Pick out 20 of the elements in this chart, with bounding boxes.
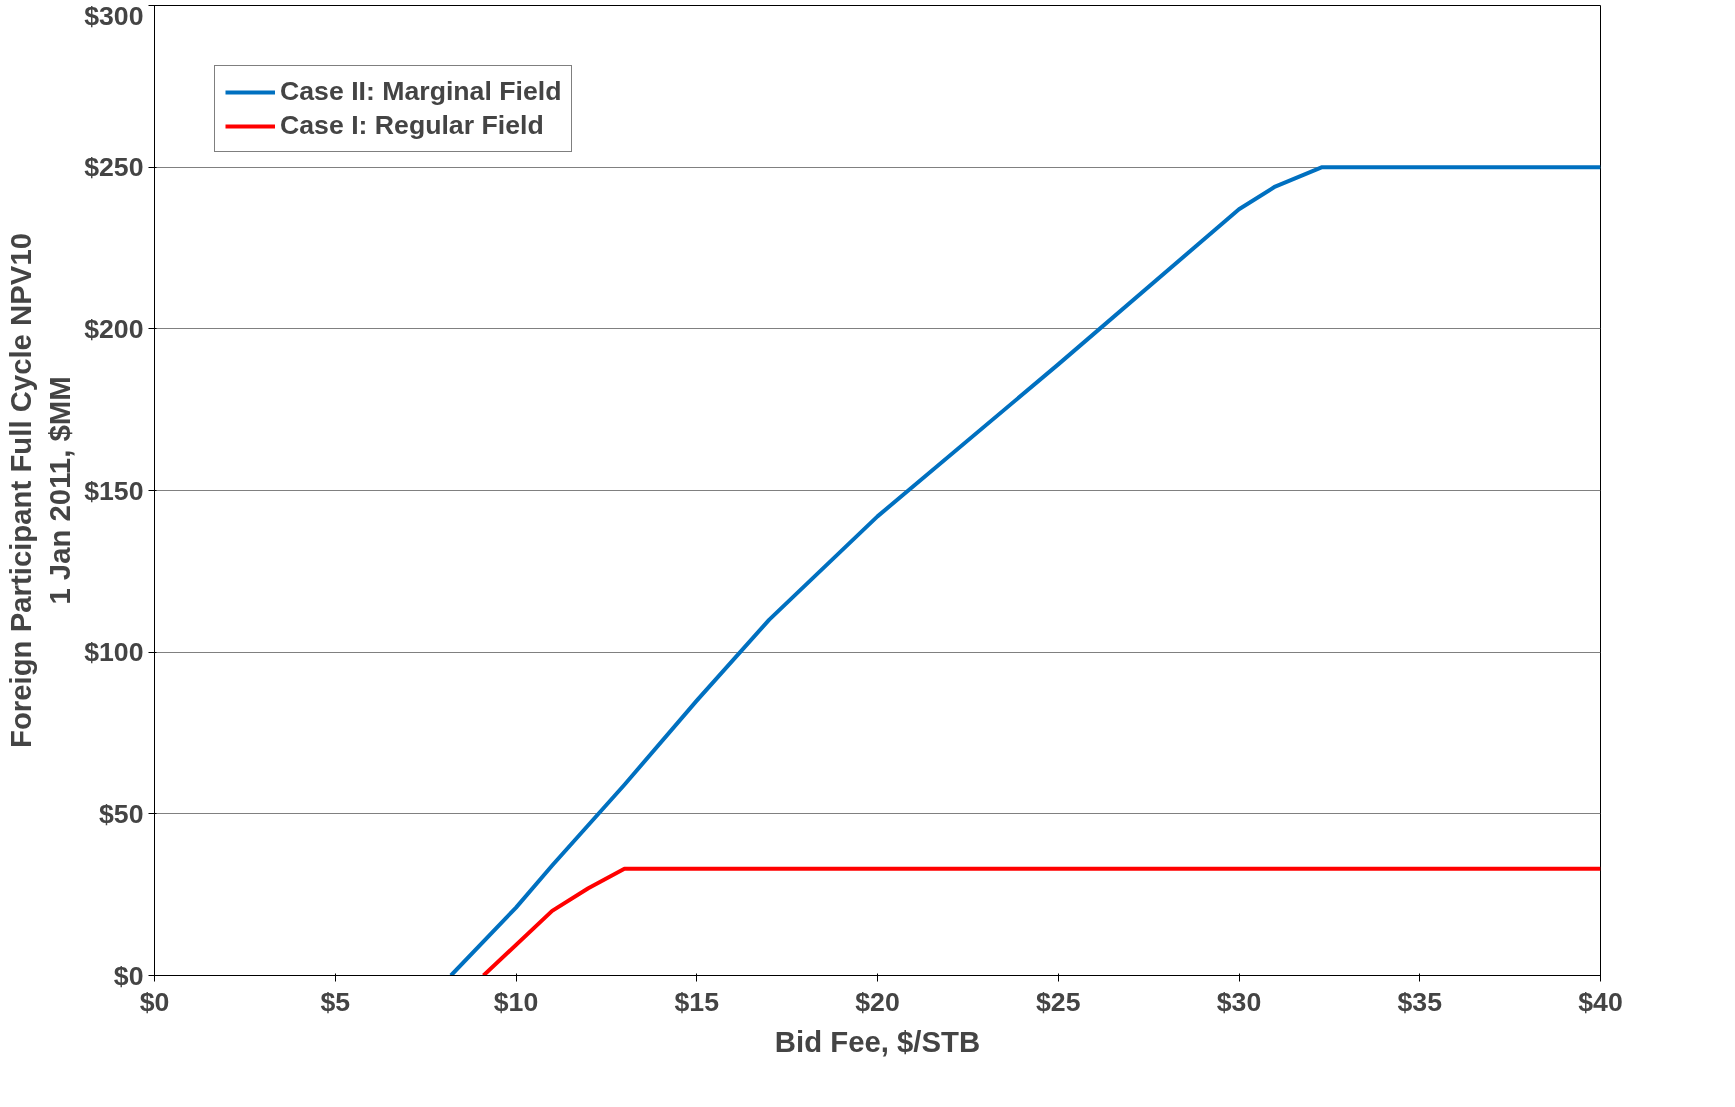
x-tick-label: $30 <box>1216 986 1262 1017</box>
line-series <box>481 866 1601 976</box>
x-tick-label: $15 <box>674 986 720 1017</box>
y-tick-label: $200 <box>84 313 144 344</box>
x-tick-label: $35 <box>1397 986 1443 1017</box>
x-tick-label: $20 <box>855 986 900 1017</box>
x-tick-label: $25 <box>1036 986 1081 1017</box>
x-tick-label: $10 <box>493 986 539 1017</box>
legend-label: Case II: Marginal Field <box>280 76 562 107</box>
x-tick-label: $5 <box>320 986 351 1017</box>
y-tick-label: $300 <box>84 0 144 31</box>
y-tick-label: $100 <box>84 637 144 668</box>
x-tick-label: $40 <box>1578 986 1623 1017</box>
y-axis-title: Foreign Participant Full Cycle NPV10 1 Jan 2011, $MM <box>3 232 77 748</box>
legend-label: Case I: Regular Field <box>280 110 544 141</box>
y-tick-label: $150 <box>84 475 144 506</box>
y-tick-label: $50 <box>99 798 144 829</box>
y-tick-label: $250 <box>84 152 144 183</box>
line-series <box>448 165 1601 976</box>
x-axis-title: Bid Fee, $/STB <box>774 1024 981 1058</box>
